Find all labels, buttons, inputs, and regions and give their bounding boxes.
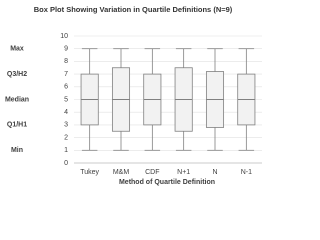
page: Box Plot Showing Variation in Quartile D… (4, 4, 262, 186)
chart-title: Box Plot Showing Variation in Quartile D… (34, 5, 233, 14)
chart: Box Plot Showing Variation in Quartile D… (5, 5, 262, 186)
y-tick-label: 8 (64, 58, 68, 65)
x-tick-label: Tukey (80, 169, 99, 176)
y-tick-label: 10 (60, 33, 68, 40)
y-tick-label: 5 (64, 96, 68, 103)
y-tick-label: 9 (64, 46, 68, 53)
annotation: Max (10, 46, 24, 53)
x-tick-label: N (212, 169, 217, 176)
y-tick-label: 2 (64, 134, 68, 141)
annotation: Min (11, 147, 23, 154)
y-tick-label: 7 (64, 71, 68, 78)
y-tick-label: 3 (64, 122, 68, 129)
x-tick-label: N-1 (241, 169, 252, 176)
y-tick-label: 4 (64, 109, 68, 116)
y-tick-label: 6 (64, 84, 68, 91)
y-tick-label: 1 (64, 147, 68, 154)
x-tick-label: N+1 (177, 169, 190, 176)
x-tick-label: CDF (145, 169, 159, 176)
x-tick-label: M&M (113, 169, 130, 176)
annotation: Q1/H1 (7, 122, 27, 129)
annotation: Q3/H2 (7, 71, 27, 78)
x-axis-label: Method of Quartile Definition (119, 179, 215, 186)
annotation: Median (5, 96, 29, 103)
y-tick-label: 0 (64, 160, 68, 167)
